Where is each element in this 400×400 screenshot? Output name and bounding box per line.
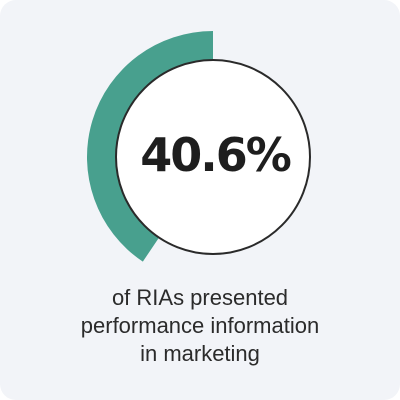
caption-line-3: in marketing bbox=[140, 341, 260, 366]
caption-line-2: performance information bbox=[80, 313, 320, 338]
progress-gauge bbox=[87, 31, 311, 262]
caption-line-1: of RIAs presented bbox=[111, 285, 289, 310]
progress-arc bbox=[87, 31, 213, 262]
stat-caption: of RIAs presented performance informatio… bbox=[40, 284, 360, 368]
inner-circle bbox=[115, 59, 311, 255]
stat-value: 40.6% bbox=[140, 128, 292, 182]
